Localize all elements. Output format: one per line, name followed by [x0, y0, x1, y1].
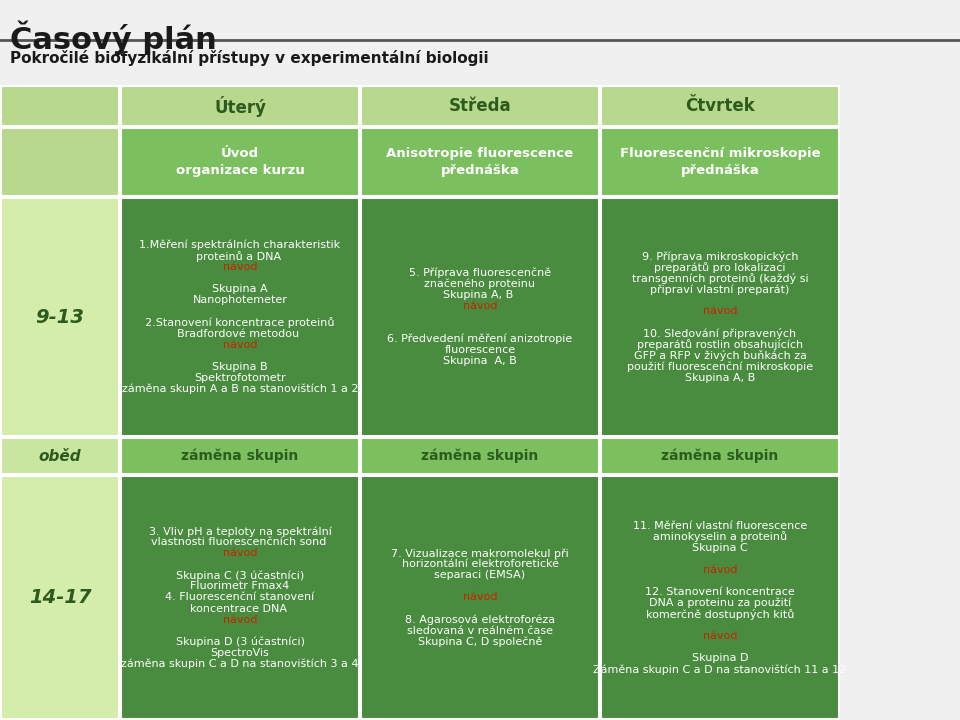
- Text: 12. Stanovení koncentrace: 12. Stanovení koncentrace: [645, 587, 795, 597]
- Text: Skupina D (3 účastníci): Skupina D (3 účastníci): [176, 636, 304, 647]
- Text: transgenních proteinů (každý si: transgenních proteinů (každý si: [632, 273, 808, 284]
- Text: návod: návod: [223, 262, 257, 272]
- Text: použití fluorescenční mikroskopie: použití fluorescenční mikroskopie: [627, 361, 813, 372]
- FancyBboxPatch shape: [601, 198, 839, 436]
- Text: Skupina B: Skupina B: [212, 361, 268, 372]
- FancyBboxPatch shape: [121, 128, 359, 196]
- Text: preparátů pro lokalizaci: preparátů pro lokalizaci: [655, 262, 785, 273]
- Text: koncentrace DNA: koncentrace DNA: [190, 603, 290, 613]
- Text: návod: návod: [463, 593, 497, 603]
- Text: záměna skupin: záměna skupin: [181, 449, 299, 463]
- Text: Spektrofotometr: Spektrofotometr: [194, 373, 286, 383]
- FancyBboxPatch shape: [361, 476, 599, 719]
- Text: záměna skupin A a B na stanovištích 1 a 2: záměna skupin A a B na stanovištích 1 a …: [122, 384, 358, 394]
- Text: Bradfordové metodou: Bradfordové metodou: [178, 328, 302, 338]
- Text: Záměna skupin C a D na stanovištích 11 a 12: Záměna skupin C a D na stanovištích 11 a…: [593, 664, 847, 675]
- FancyBboxPatch shape: [601, 476, 839, 719]
- Text: Skupina C: Skupina C: [692, 543, 748, 553]
- Text: 3. Vliv pH a teploty na spektrální: 3. Vliv pH a teploty na spektrální: [149, 526, 331, 536]
- FancyBboxPatch shape: [361, 198, 599, 436]
- Text: návod: návod: [223, 340, 257, 350]
- Text: Skupina A, B: Skupina A, B: [444, 290, 516, 300]
- FancyBboxPatch shape: [361, 476, 599, 719]
- Text: preparátů rostlin obsahujících: preparátů rostlin obsahujících: [636, 339, 804, 350]
- Text: Úvod
organizace kurzu: Úvod organizace kurzu: [176, 147, 304, 177]
- Text: Anisotropie fluorescence
přednáška: Anisotropie fluorescence přednáška: [387, 147, 573, 177]
- Text: 10. Sledování připravených: 10. Sledování připravených: [643, 328, 797, 339]
- Text: 4. Fluorescenční stanovení: 4. Fluorescenční stanovení: [165, 593, 315, 603]
- FancyBboxPatch shape: [121, 476, 359, 719]
- Text: návod: návod: [223, 615, 257, 624]
- Text: sledovaná v reálném čase: sledovaná v reálném čase: [407, 626, 553, 636]
- Text: DNA a proteinu za použití: DNA a proteinu za použití: [649, 598, 791, 608]
- Text: návod: návod: [703, 307, 737, 317]
- FancyBboxPatch shape: [121, 198, 359, 436]
- Text: Pokročilé biofyzikální přístupy v experimentální biologii: Pokročilé biofyzikální přístupy v experi…: [10, 50, 489, 66]
- Text: záměna skupin: záměna skupin: [661, 449, 779, 463]
- Text: Čtvrtek: Čtvrtek: [685, 97, 755, 115]
- Text: Skupina A: Skupina A: [212, 284, 268, 294]
- Text: Fluorimetr Fmax4: Fluorimetr Fmax4: [190, 582, 290, 591]
- FancyBboxPatch shape: [1, 128, 119, 196]
- FancyBboxPatch shape: [121, 438, 359, 474]
- Text: návod: návod: [463, 301, 497, 311]
- FancyBboxPatch shape: [361, 128, 599, 196]
- Text: 1.Měření spektrálních charakteristik: 1.Měření spektrálních charakteristik: [139, 240, 341, 251]
- FancyBboxPatch shape: [361, 86, 599, 126]
- Text: aminokyselin a proteinů: aminokyselin a proteinů: [653, 531, 787, 542]
- Text: 2.Stanovení koncentrace proteinů: 2.Stanovení koncentrace proteinů: [145, 317, 335, 328]
- Text: Skupina D: Skupina D: [692, 653, 748, 663]
- FancyBboxPatch shape: [1, 198, 119, 436]
- Text: návod: návod: [703, 565, 737, 575]
- FancyBboxPatch shape: [121, 86, 359, 126]
- Text: 14-17: 14-17: [29, 588, 91, 607]
- Text: značeného proteinu: značeného proteinu: [424, 279, 536, 289]
- Text: GFP a RFP v živých buňkách za: GFP a RFP v živých buňkách za: [634, 350, 806, 361]
- Text: 11. Měření vlastní fluorescence: 11. Měření vlastní fluorescence: [633, 521, 807, 531]
- FancyBboxPatch shape: [361, 198, 599, 436]
- Text: komerčně dostupných kitů: komerčně dostupných kitů: [646, 608, 794, 619]
- Text: SpectroVis: SpectroVis: [210, 648, 270, 657]
- Text: 9. Příprava mikroskopických: 9. Příprava mikroskopických: [641, 251, 799, 262]
- Text: Skupina C, D společně: Skupina C, D společně: [418, 636, 542, 647]
- Text: Skupina  A, B: Skupina A, B: [444, 356, 516, 366]
- Text: návod: návod: [703, 631, 737, 641]
- Text: Úterý: Úterý: [214, 96, 266, 117]
- Text: Skupina C (3 účastníci): Skupina C (3 účastníci): [176, 570, 304, 580]
- FancyBboxPatch shape: [1, 476, 119, 719]
- Text: 9-13: 9-13: [36, 307, 84, 326]
- Text: 6. Předvedení měření anizotropie: 6. Předvedení měření anizotropie: [388, 334, 572, 344]
- FancyBboxPatch shape: [121, 476, 359, 719]
- FancyBboxPatch shape: [601, 86, 839, 126]
- Text: separaci (EMSA): separaci (EMSA): [435, 570, 525, 580]
- Text: záměna skupin C a D na stanovištích 3 a 4: záměna skupin C a D na stanovištích 3 a …: [121, 659, 359, 669]
- Text: fluorescence: fluorescence: [444, 345, 516, 355]
- Text: Středa: Středa: [448, 97, 512, 115]
- Text: Skupina A, B: Skupina A, B: [684, 373, 756, 383]
- Text: záměna skupin: záměna skupin: [421, 449, 539, 463]
- Text: proteinů a DNA: proteinů a DNA: [196, 251, 284, 262]
- Text: Nanophotemeter: Nanophotemeter: [193, 295, 287, 305]
- FancyBboxPatch shape: [601, 476, 839, 719]
- FancyBboxPatch shape: [601, 198, 839, 436]
- FancyBboxPatch shape: [601, 438, 839, 474]
- Text: horizontální elektroforetické: horizontální elektroforetické: [401, 559, 559, 570]
- Text: Časový plán: Časový plán: [10, 20, 217, 55]
- Text: 5. Příprava fluorescenčně: 5. Příprava fluorescenčně: [409, 268, 551, 278]
- Text: připraví vlastní preparát): připraví vlastní preparát): [650, 284, 790, 294]
- FancyBboxPatch shape: [1, 86, 119, 126]
- FancyBboxPatch shape: [361, 438, 599, 474]
- Text: 8. Agarosová elektroforéza: 8. Agarosová elektroforéza: [405, 614, 555, 625]
- Text: vlastnosti fluorescenčních sond: vlastnosti fluorescenčních sond: [151, 537, 329, 547]
- Text: 7. Vizualizace makromolekul při: 7. Vizualizace makromolekul při: [391, 548, 569, 559]
- Text: oběd: oběd: [38, 449, 82, 464]
- FancyBboxPatch shape: [1, 438, 119, 474]
- FancyBboxPatch shape: [121, 198, 359, 436]
- Text: návod: návod: [223, 549, 257, 558]
- FancyBboxPatch shape: [601, 128, 839, 196]
- Text: Fluorescenční mikroskopie
přednáška: Fluorescenční mikroskopie přednáška: [620, 147, 820, 177]
